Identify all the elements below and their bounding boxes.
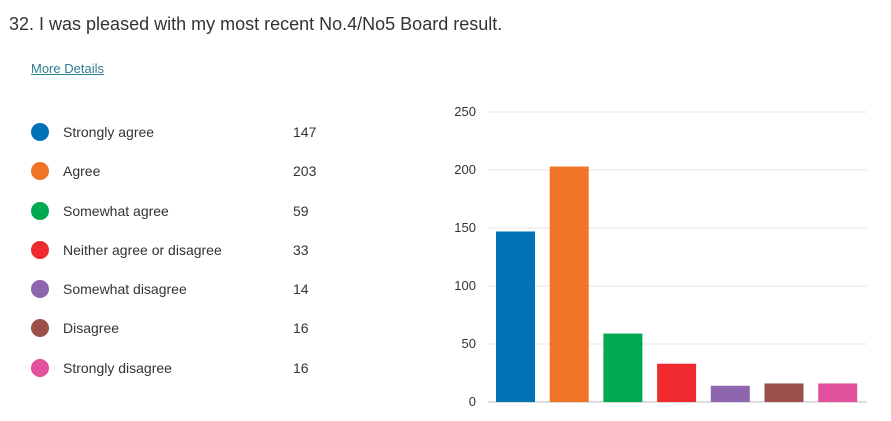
bar — [549, 166, 589, 402]
legend-count: 14 — [293, 281, 309, 298]
legend-label: Strongly agree — [63, 124, 155, 140]
more-details-link[interactable]: More Details — [31, 61, 104, 76]
legend-count: 33 — [293, 241, 309, 258]
legend-count: 59 — [293, 202, 309, 219]
legend-dot-icon — [31, 358, 49, 377]
legend-label: Disagree — [63, 320, 120, 337]
y-tick-label: 250 — [454, 104, 476, 119]
y-tick-label: 150 — [454, 220, 476, 235]
legend-dot-icon — [31, 201, 49, 220]
legend-label: Somewhat agree — [63, 202, 169, 219]
legend-item: Neither agree or disagree 33 — [31, 238, 341, 277]
legend-dot-icon — [31, 280, 49, 299]
y-tick-label: 200 — [454, 162, 476, 177]
legend-item: Somewhat agree 59 — [31, 199, 341, 238]
bar — [710, 385, 750, 402]
legend-dot-icon — [31, 123, 49, 141]
legend-dot-icon — [31, 162, 49, 181]
legend-dot-icon — [31, 319, 49, 338]
y-tick-label: 50 — [462, 336, 476, 351]
legend-label: Neither agree or disagree — [63, 241, 222, 258]
question-title: 32. I was pleased with my most recent No… — [9, 14, 503, 34]
bar — [603, 333, 643, 402]
bar — [764, 383, 804, 402]
legend-label: Agree — [63, 163, 101, 180]
legend-label: Strongly disagree — [63, 359, 172, 376]
bar — [496, 231, 535, 402]
bar-chart: 0 50 100 150 200 250 — [454, 104, 867, 409]
legend-item: Strongly disagree 16 — [31, 356, 341, 395]
legend-count: 16 — [293, 359, 309, 376]
legend-dot-icon — [31, 240, 49, 259]
legend-label: Somewhat disagree — [63, 281, 187, 298]
legend-count: 203 — [293, 163, 317, 180]
legend-item: Somewhat disagree 14 — [31, 277, 341, 316]
bar — [818, 383, 858, 402]
y-tick-label: 0 — [469, 394, 476, 409]
bar — [657, 363, 697, 402]
legend-count: 147 — [293, 124, 317, 140]
y-tick-label: 100 — [454, 278, 476, 293]
legend-item: Agree 203 — [31, 159, 341, 198]
chart-legend: Strongly agree 147 Agree 203 Somewhat ag… — [31, 120, 341, 395]
legend-item: Strongly agree 147 — [31, 120, 341, 159]
legend-count: 16 — [293, 320, 309, 337]
legend-item: Disagree 16 — [31, 316, 341, 355]
